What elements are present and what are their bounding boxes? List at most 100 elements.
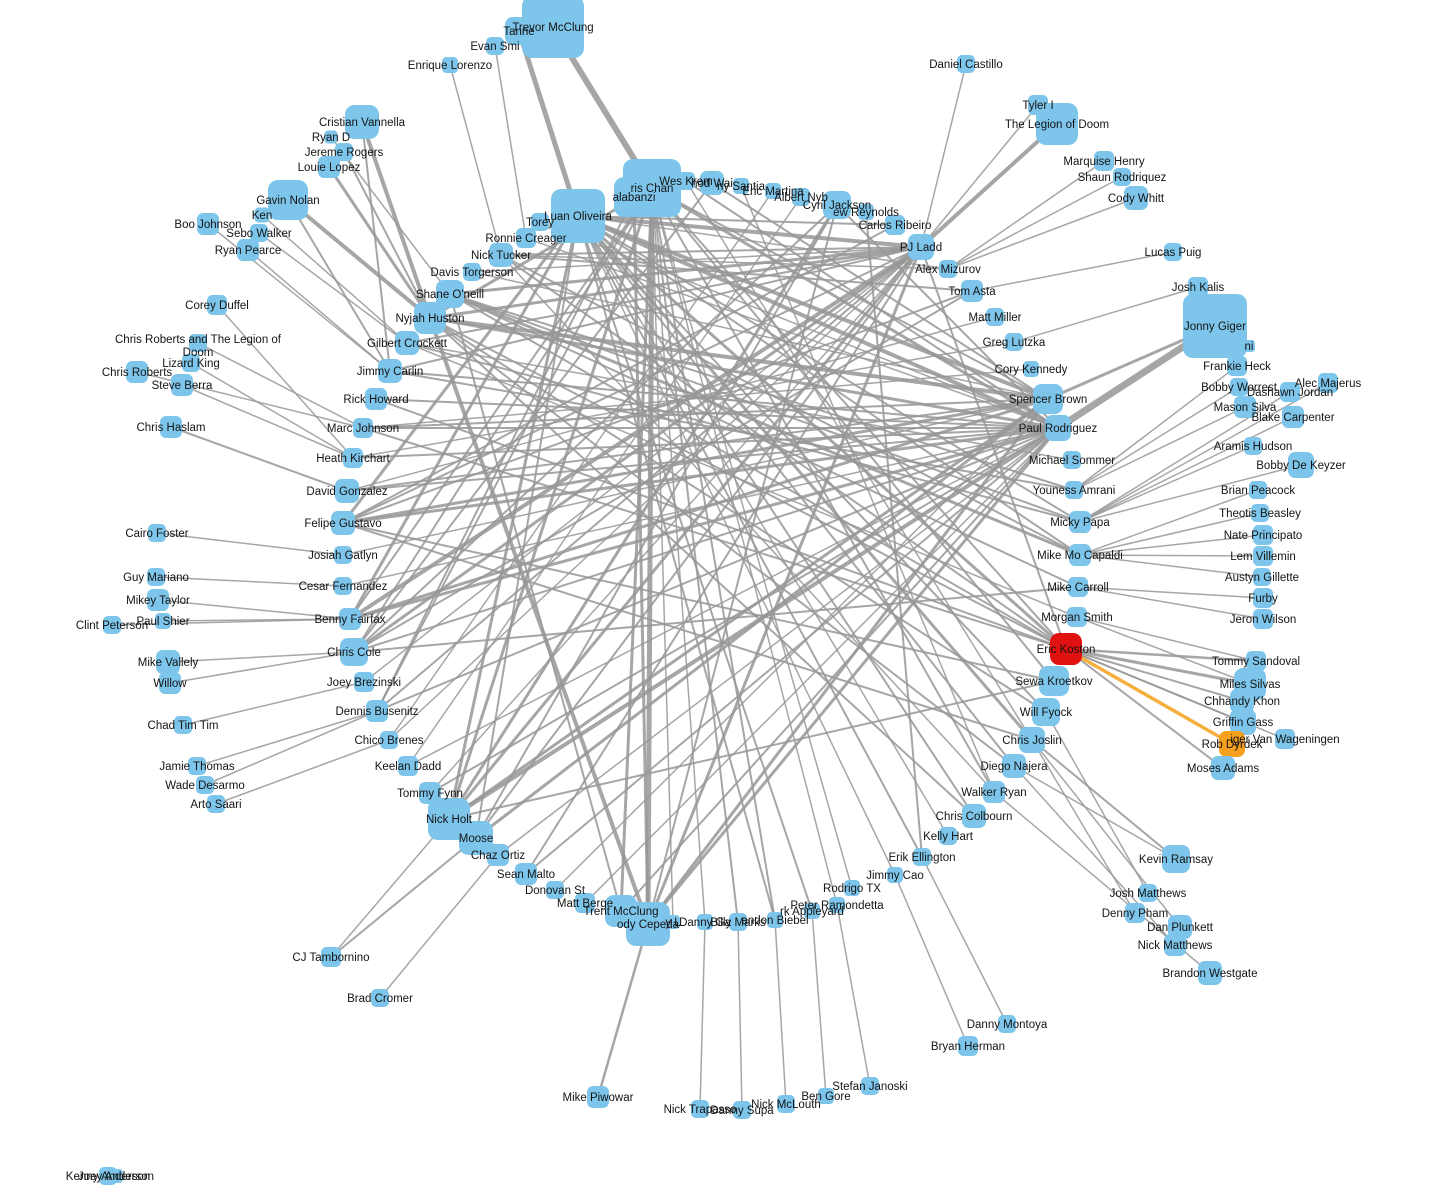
node-jonny-giger[interactable] xyxy=(1183,294,1247,358)
node-griffin-gass[interactable] xyxy=(1230,709,1256,735)
node-shane-o-neill[interactable] xyxy=(436,280,464,308)
node-chad-tim-tim[interactable] xyxy=(174,716,192,734)
node-pj-ladd[interactable] xyxy=(908,234,934,260)
node-enrique-lorenzo[interactable] xyxy=(442,57,458,73)
node-eric-martina[interactable] xyxy=(765,183,781,199)
node-paul-shier[interactable] xyxy=(155,613,171,629)
node-benny-fairfax[interactable] xyxy=(339,608,361,630)
node-joey-anderson[interactable] xyxy=(109,1169,123,1183)
node-jimmy-cao[interactable] xyxy=(887,867,903,883)
node-chris-roberts-and-the-legion-of[interactable] xyxy=(189,334,207,352)
node-chris-haslam[interactable] xyxy=(160,416,182,438)
node-rob-dyrdek[interactable] xyxy=(1219,731,1245,757)
node-bobby-worrest[interactable] xyxy=(1230,378,1248,396)
node-jamie-thomas[interactable] xyxy=(188,757,206,775)
node-jereme-rogers[interactable] xyxy=(335,143,353,161)
node-hod-wai[interactable] xyxy=(700,171,724,195)
node-moses-adams[interactable] xyxy=(1211,756,1235,780)
node-tommy-sandoval[interactable] xyxy=(1246,651,1266,671)
node-rodrigo-tx[interactable] xyxy=(844,880,860,896)
node-lucas-puig[interactable] xyxy=(1164,243,1182,261)
node-dan-plunkett[interactable] xyxy=(1168,915,1192,939)
node-cj-tambornino[interactable] xyxy=(321,947,341,967)
node-mike-mo-capaldi[interactable] xyxy=(1069,544,1091,566)
node-guy-mariano[interactable] xyxy=(147,568,165,586)
node-chris-roberts[interactable] xyxy=(126,361,148,383)
node-joey-brezinski[interactable] xyxy=(354,672,374,692)
node-gilbert-crockett[interactable] xyxy=(395,331,419,355)
node-carlos-ribeiro[interactable] xyxy=(885,215,905,235)
node-sebo-walker[interactable] xyxy=(250,224,268,242)
node-kevin-ramsay[interactable] xyxy=(1162,845,1190,873)
node-lem-villemin[interactable] xyxy=(1253,546,1273,566)
node-mike-vallely[interactable] xyxy=(156,650,180,674)
node-marquise-henry[interactable] xyxy=(1094,151,1114,171)
node-louie-lopez[interactable] xyxy=(318,156,340,178)
node-nick-tucker[interactable] xyxy=(489,243,513,267)
node-mike-carroll[interactable] xyxy=(1068,577,1088,597)
node-tanne[interactable] xyxy=(505,17,533,45)
node-jimmy-carlin[interactable] xyxy=(378,359,402,383)
node-the-legion-of-doom[interactable] xyxy=(1036,103,1078,145)
node-will-fyock[interactable] xyxy=(1032,698,1060,726)
node-nick-mclouth[interactable] xyxy=(777,1095,795,1113)
node-brad-cromer[interactable] xyxy=(371,989,389,1007)
node-nyjah-huston[interactable] xyxy=(414,302,446,334)
node-ny-santia[interactable] xyxy=(733,178,749,194)
node-sewa-kroetkov[interactable] xyxy=(1039,666,1069,696)
node-morgan-smith[interactable] xyxy=(1067,607,1087,627)
node-theotis-beasley[interactable] xyxy=(1251,504,1269,522)
node-diego-najera[interactable] xyxy=(1002,754,1026,778)
node-chris-colbourn[interactable] xyxy=(962,804,986,828)
node-michael-sommer[interactable] xyxy=(1063,451,1081,469)
node-davis-torgerson[interactable] xyxy=(463,263,481,281)
node-evan-smi[interactable] xyxy=(486,37,504,55)
node-chris-joslin[interactable] xyxy=(1019,727,1045,753)
node-shaun-rodriquez[interactable] xyxy=(1113,168,1131,186)
node-gavin-nolan[interactable] xyxy=(268,180,308,220)
node-cesar-fernandez[interactable] xyxy=(334,577,352,595)
node-daniel-castillo[interactable] xyxy=(957,55,975,73)
node-mikey-taylor[interactable] xyxy=(147,589,169,611)
node-cristian-vannella[interactable] xyxy=(345,105,379,139)
node-chaz-ortiz[interactable] xyxy=(487,844,509,866)
node-walker-ryan[interactable] xyxy=(983,781,1005,803)
node-keelan-dadd[interactable] xyxy=(398,756,418,776)
node-tommy-fynn[interactable] xyxy=(419,782,441,804)
node-furby[interactable] xyxy=(1253,588,1273,608)
node-andon-biebel[interactable] xyxy=(767,912,783,928)
node-arto-saari[interactable] xyxy=(207,795,225,813)
node-cyril-jackson[interactable] xyxy=(823,191,851,219)
node-heath-kirchart[interactable] xyxy=(343,448,363,468)
node-greg-lutzka[interactable] xyxy=(1005,333,1023,351)
node-wade-desarmo[interactable] xyxy=(196,776,214,794)
node-willow[interactable] xyxy=(159,672,181,694)
node-danny-ga[interactable] xyxy=(697,914,713,930)
node-albert-nyb[interactable] xyxy=(792,188,810,206)
node-alabanzi[interactable] xyxy=(614,177,654,217)
node-ronnie-creager[interactable] xyxy=(516,228,536,248)
node-rk-appleyard[interactable] xyxy=(804,903,820,919)
node-eric-koston[interactable] xyxy=(1050,633,1082,665)
node-paul-rodriguez[interactable] xyxy=(1045,415,1071,441)
node-dennis-busenitz[interactable] xyxy=(366,700,388,722)
node-tom-asta[interactable] xyxy=(961,280,983,302)
node-brian-peacock[interactable] xyxy=(1249,481,1267,499)
node-josh-matthews[interactable] xyxy=(1139,884,1157,902)
node-torey[interactable] xyxy=(531,213,549,231)
node-mason-silva[interactable] xyxy=(1234,396,1256,418)
node-lizard-king[interactable] xyxy=(182,354,200,372)
node-nick-trapasso[interactable] xyxy=(691,1100,709,1118)
node-david-gonzalez[interactable] xyxy=(335,479,359,503)
node-chico-brenes[interactable] xyxy=(380,731,398,749)
node-brandon-westgate[interactable] xyxy=(1198,961,1222,985)
node-peter-ramondetta[interactable] xyxy=(829,897,845,913)
node-youness-amrani[interactable] xyxy=(1065,481,1083,499)
node-cairo-foster[interactable] xyxy=(148,524,166,542)
node-ken[interactable] xyxy=(254,207,270,223)
node-iger-van-wageningen[interactable] xyxy=(1275,729,1295,749)
node-erik-ellington[interactable] xyxy=(913,848,931,866)
node-trevor-mcclung[interactable] xyxy=(522,0,584,58)
node-nate-principato[interactable] xyxy=(1253,525,1273,545)
node-clint-peterson[interactable] xyxy=(103,616,121,634)
